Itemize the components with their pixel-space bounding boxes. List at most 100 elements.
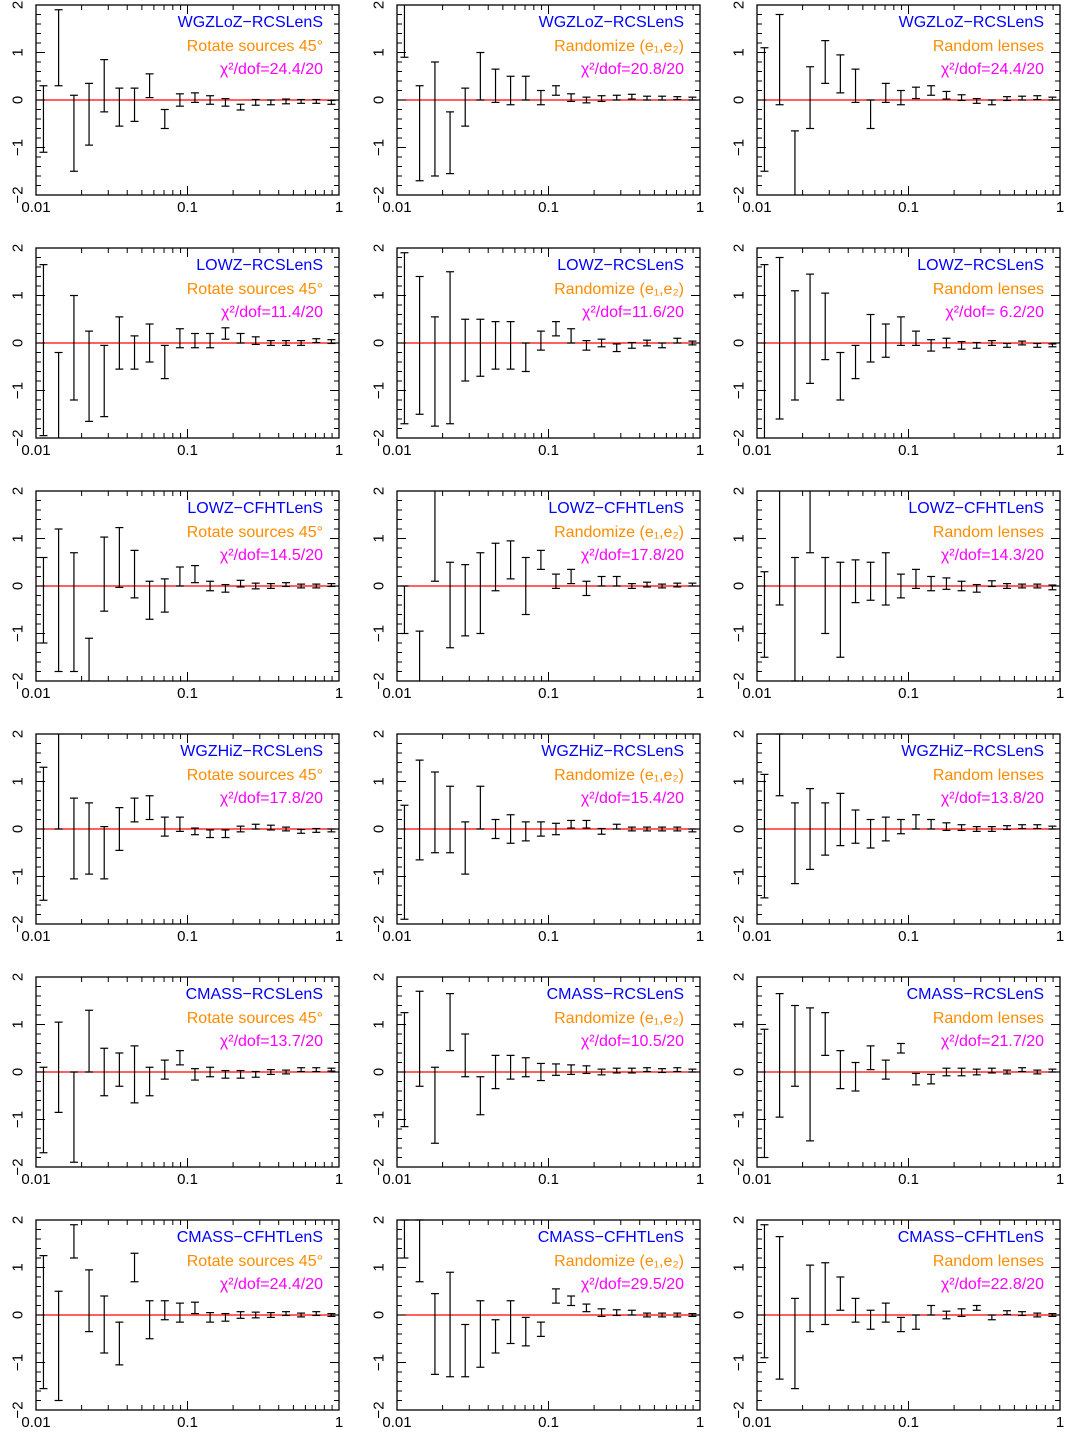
error-bar [415, 759, 424, 861]
error-bar [266, 99, 275, 106]
error-bar [790, 290, 799, 401]
x-tick-label: 1 [335, 1414, 343, 1431]
error-bar [130, 87, 139, 122]
chi2-label: χ²/dof=10.5/20 [581, 1033, 684, 1050]
error-bar [297, 1312, 306, 1318]
error-bar [957, 580, 966, 592]
y-ticks [757, 4, 1060, 196]
error-bar [100, 1047, 109, 1097]
error-bar [927, 85, 936, 96]
test-label: Rotate sources 45° [187, 38, 323, 55]
y-tick-label: 1 [371, 1263, 388, 1271]
panel-labels: WGZLoZ−RCSLenS Randomize (e₁,e₂) χ²/dof=20… [539, 14, 684, 78]
error-bar [851, 559, 860, 604]
error-bar [536, 330, 545, 351]
error-bar [775, 993, 784, 1118]
error-bar [582, 1065, 591, 1075]
x-tick-label: 0.1 [898, 199, 919, 216]
panel-3-2: 0.01 0.1 1 −2 −1 0 1 2 WGZHiZ−RCSLenS Random lens… [731, 730, 1065, 945]
error-bar [282, 1069, 291, 1075]
error-bar [251, 1070, 260, 1078]
error-bar [446, 111, 455, 175]
y-tick-label: −2 [10, 186, 27, 203]
y-tick-label: 2 [731, 1216, 748, 1224]
error-bar [836, 792, 845, 847]
error-bar [1003, 342, 1012, 348]
error-bar [145, 795, 154, 821]
x-tick-label: 1 [335, 1171, 343, 1188]
error-bar [881, 552, 890, 606]
error-bar [597, 1068, 606, 1076]
error-bar [851, 1297, 860, 1323]
pair-label: CMASS−RCSLenS [547, 986, 684, 1003]
error-bar [206, 1066, 215, 1078]
x-tick-label: 0.1 [538, 928, 559, 945]
error-bar [145, 1300, 154, 1340]
test-label: Randomize (e₁,e₂) [554, 1010, 684, 1027]
error-bar [896, 1316, 905, 1333]
error-bar [673, 1067, 682, 1073]
error-bar [627, 1067, 636, 1074]
panel-labels: LOWZ−RCSLenS Randomize (e₁,e₂) χ²/dof=11.6… [554, 257, 684, 321]
error-bar [145, 580, 154, 620]
panel-0-1: 0.01 0.1 1 −2 −1 0 1 2 WGZLoZ−RCSLenS Randomize (… [371, 1, 705, 216]
error-bar [612, 1309, 621, 1317]
pair-label: CMASS−RCSLenS [186, 986, 323, 1003]
error-bar [643, 1067, 652, 1073]
error-bar [612, 823, 621, 830]
panel-1-1: 0.01 0.1 1 −2 −1 0 1 2 LOWZ−RCSLenS Randomize (e₁… [371, 244, 705, 459]
error-bar [69, 94, 78, 172]
error-bar [1018, 95, 1027, 101]
error-bar [160, 344, 169, 380]
y-tick-label: 0 [371, 339, 388, 347]
error-bar [911, 814, 920, 830]
error-bar [415, 1219, 424, 1283]
error-bar [836, 54, 845, 94]
error-bar [461, 564, 470, 637]
error-bar [567, 1295, 576, 1307]
error-bar [582, 1303, 591, 1313]
error-bar [927, 1304, 936, 1316]
error-bar [836, 561, 845, 658]
error-bar [1048, 343, 1057, 348]
x-tick-label: 1 [1056, 1171, 1064, 1188]
chi2-label: χ²/dof=21.7/20 [941, 1033, 1044, 1050]
y-tick-label: 1 [731, 48, 748, 56]
error-bar [760, 264, 769, 438]
error-bar [957, 1067, 966, 1077]
error-bar [312, 338, 321, 344]
error-bar [957, 824, 966, 832]
error-bar [551, 321, 560, 337]
error-bar [627, 93, 636, 100]
y-ticks [757, 976, 1060, 1168]
error-bar [85, 1269, 94, 1333]
y-ticks [36, 247, 339, 439]
error-bar [54, 351, 63, 438]
error-bar [911, 1072, 920, 1086]
panel-labels: CMASS−CFHTLenS Randomize (e₁,e₂) χ²/dof=29… [538, 1229, 684, 1293]
error-bar [551, 1288, 560, 1304]
error-bar [1003, 1069, 1012, 1075]
y-tick-label: 0 [731, 582, 748, 590]
y-tick-label: 0 [10, 339, 27, 347]
error-bar [236, 579, 245, 588]
error-bar [775, 256, 784, 420]
y-tick-label: 2 [371, 487, 388, 495]
y-tick-label: 0 [371, 582, 388, 590]
error-bar [881, 1059, 890, 1080]
pair-label: WGZHiZ−RCSLenS [541, 743, 684, 760]
error-bar [100, 344, 109, 418]
error-bar [957, 340, 966, 350]
error-bar [927, 575, 936, 592]
error-bar [100, 59, 109, 113]
error-bar [476, 1076, 485, 1116]
panel-labels: LOWZ−CFHTLenS Random lenses χ²/dof=14.3/20 [908, 500, 1044, 564]
error-bar [866, 99, 875, 130]
error-bar [85, 330, 94, 422]
y-tick-label: 1 [10, 48, 27, 56]
error-bar [221, 829, 230, 839]
error-bar [597, 575, 606, 587]
error-bar [597, 338, 606, 348]
test-label: Randomize (e₁,e₂) [554, 38, 684, 55]
error-bar [491, 321, 500, 370]
